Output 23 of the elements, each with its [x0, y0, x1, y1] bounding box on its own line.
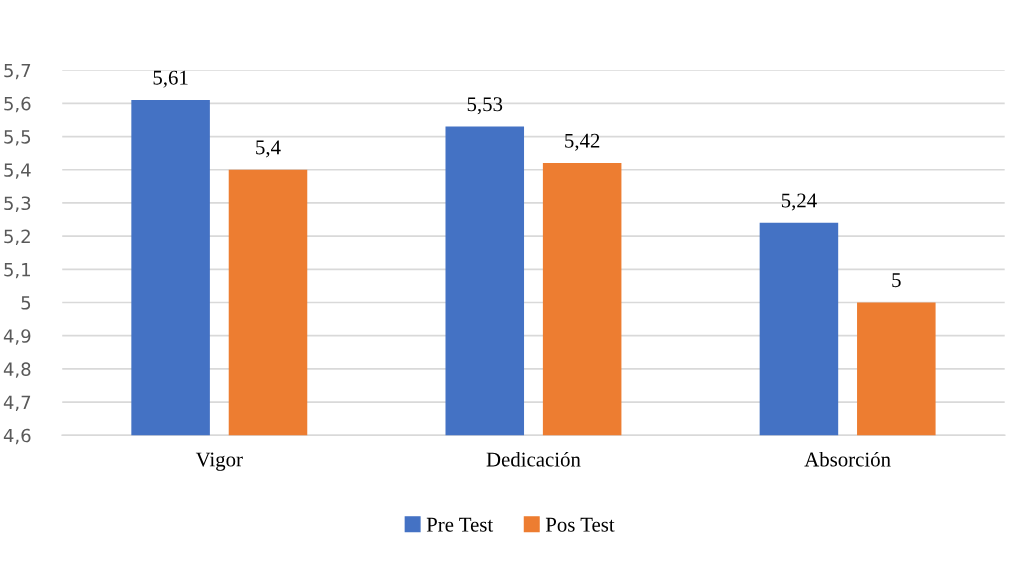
y-tick-label: 4,6 [3, 428, 31, 445]
x-tick-label: Vigor [195, 452, 243, 471]
y-tick-label: 4,7 [3, 395, 31, 412]
data-label: 5,24 [781, 193, 817, 211]
data-label: 5,4 [256, 140, 281, 158]
y-tick-label: 4,8 [3, 362, 31, 378]
y-tick-label: 5,1 [4, 263, 30, 279]
legend-label: Pos Test [545, 517, 615, 532]
y-tick-label: 5,4 [4, 163, 31, 179]
y-tick-label: 5,7 [4, 63, 31, 80]
legend-label: Pre Test [426, 517, 494, 532]
data-label: 5,53 [467, 97, 503, 115]
y-tick-label: 5,6 [4, 96, 31, 113]
y-tick-label: 5 [21, 296, 31, 310]
data-label: 5 [892, 273, 901, 288]
data-label: 5,61 [153, 70, 188, 88]
y-tick-label: 5,5 [4, 130, 31, 146]
x-tick-label: Absorción [804, 451, 891, 467]
x-tick-label: Dedicación [486, 451, 581, 467]
data-label: 5,42 [565, 133, 600, 151]
y-tick-label: 5,2 [4, 229, 30, 246]
y-tick-label: 4,9 [3, 329, 31, 345]
y-tick-label: 5,3 [4, 196, 31, 212]
